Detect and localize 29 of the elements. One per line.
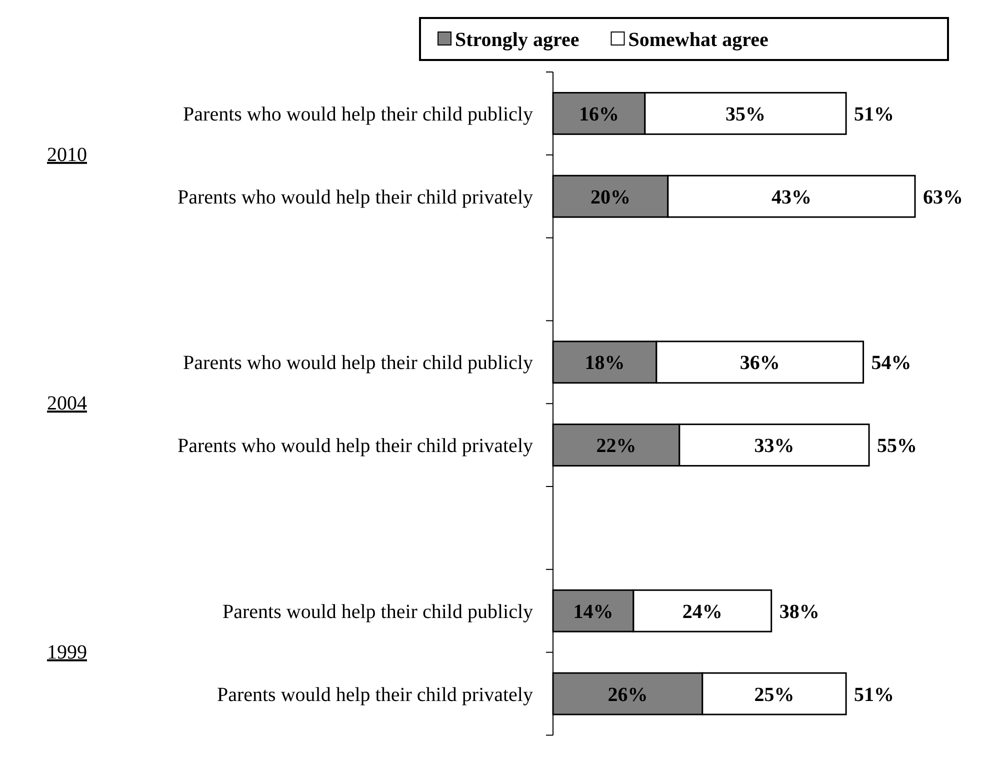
data-label: 25% (754, 684, 794, 706)
y-tick-label: Parents who would help their child publicly (183, 352, 533, 374)
data-label: 16% (578, 103, 619, 126)
data-label: 22% (596, 435, 636, 458)
data-label: 26% (608, 684, 648, 706)
data-label: 18% (584, 352, 625, 374)
total-label: 38% (779, 600, 820, 623)
y-tick-label: Parents who would help their child privately (178, 435, 533, 458)
total-label: 63% (923, 186, 963, 208)
data-label: 35% (725, 103, 766, 126)
legend-label: Strongly agree (455, 29, 580, 51)
text: 2004 (47, 392, 87, 415)
y-tick-label: Parents who would help their child publicly (183, 103, 533, 126)
total-label: 51% (854, 684, 894, 706)
y-tick-label: Parents who would help their child privately (178, 186, 533, 208)
data-label: 36% (740, 352, 780, 374)
data-label: 43% (771, 186, 812, 208)
data-label: 14% (573, 600, 614, 623)
legend-label: Somewhat agree (628, 29, 769, 51)
y-tick-label: Parents would help their child privately (216, 684, 533, 706)
text: 2010 (47, 144, 87, 166)
data-label: 20% (590, 186, 630, 208)
data-label: 24% (682, 600, 722, 623)
total-label: 55% (877, 435, 918, 458)
total-label: 54% (871, 352, 912, 374)
data-label: 33% (754, 435, 794, 458)
y-tick-label: Parents would help their child publicly (222, 600, 533, 623)
text: 1999 (47, 641, 87, 664)
total-label: 51% (854, 103, 894, 126)
